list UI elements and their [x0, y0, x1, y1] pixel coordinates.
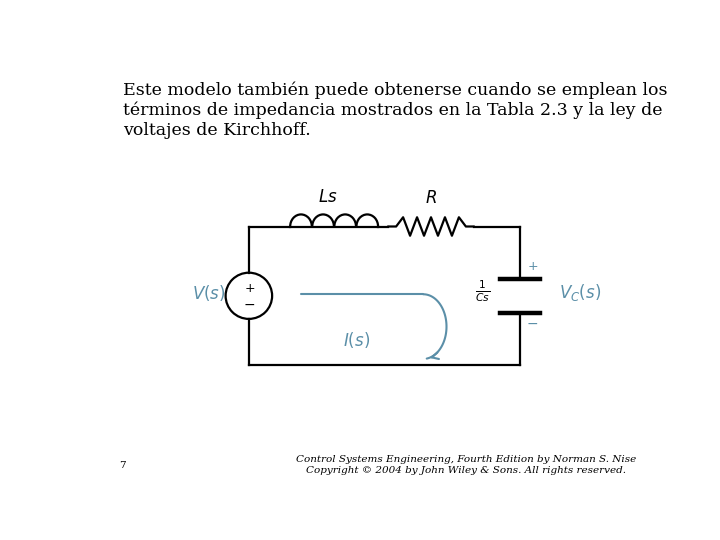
Text: $V_C(s)$: $V_C(s)$: [559, 282, 602, 303]
Text: $I(s)$: $I(s)$: [343, 330, 371, 350]
Text: Este modelo también puede obtenerse cuando se emplean los
términos de impedancia: Este modelo también puede obtenerse cuan…: [122, 82, 667, 139]
Text: +: +: [527, 260, 538, 273]
Text: $Ls$: $Ls$: [318, 190, 338, 206]
Text: 7: 7: [120, 461, 126, 470]
Text: $V(s)$: $V(s)$: [192, 283, 225, 303]
Text: $R$: $R$: [425, 190, 437, 207]
Text: +: +: [244, 281, 255, 295]
Text: $\frac{1}{Cs}$: $\frac{1}{Cs}$: [475, 279, 490, 304]
Text: Control Systems Engineering, Fourth Edition by Norman S. Nise
Copyright © 2004 b: Control Systems Engineering, Fourth Edit…: [296, 456, 636, 475]
Text: −: −: [244, 298, 256, 312]
Text: −: −: [527, 318, 539, 332]
